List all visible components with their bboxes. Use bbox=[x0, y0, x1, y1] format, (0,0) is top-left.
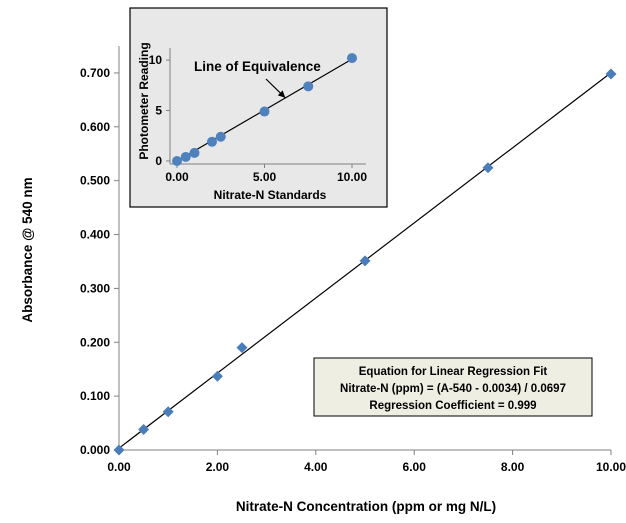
regression-coefficient: Regression Coefficient = 0.999 bbox=[369, 400, 536, 412]
inset-y-tick-label: 0 bbox=[155, 154, 162, 168]
inset-x-tick-label: 5.00 bbox=[253, 170, 277, 184]
main-y-tick-label: 0.700 bbox=[80, 66, 110, 80]
main-y-axis-title: Absorbance @ 540 nm bbox=[20, 177, 35, 322]
inset-data-point bbox=[303, 81, 314, 92]
main-data-point bbox=[162, 406, 174, 418]
inset-chart: 0 5 10 0.00 5.00 10.00 Line of Equivalence N… bbox=[129, 7, 388, 208]
main-x-tick-label: 0.00 bbox=[107, 460, 131, 474]
inset-y-axis-title: Photometer Reading bbox=[137, 42, 151, 159]
line-of-equivalence-label: Line of Equivalence bbox=[194, 59, 321, 74]
main-x-tick-label: 4.00 bbox=[304, 460, 328, 474]
main-data-points bbox=[113, 68, 617, 456]
inset-data-point bbox=[180, 151, 191, 162]
main-y-tick-label: 0.200 bbox=[80, 335, 110, 349]
main-y-tick-label: 0.100 bbox=[80, 389, 110, 403]
main-x-tick-label: 8.00 bbox=[501, 460, 525, 474]
inset-data-point bbox=[215, 131, 226, 142]
inset-chart-background bbox=[129, 7, 388, 208]
main-y-tick-label: 0.300 bbox=[80, 281, 110, 295]
regression-equation-box-background bbox=[313, 357, 593, 417]
main-x-tick-label: 2.00 bbox=[206, 460, 230, 474]
main-y-tick-label: 0.000 bbox=[80, 443, 110, 457]
main-y-tick-label: 0.500 bbox=[80, 174, 110, 188]
regression-equation-box: Equation for Linear Regression Fit Nitra… bbox=[313, 357, 593, 417]
inset-data-point bbox=[189, 147, 200, 158]
main-data-point bbox=[359, 255, 371, 267]
main-data-point bbox=[605, 68, 617, 80]
main-plot: 0.0000.1000.2000.3000.4000.5000.6000.700… bbox=[20, 46, 626, 514]
main-x-tick-label: 6.00 bbox=[403, 460, 427, 474]
inset-x-axis-title: Nitrate-N Standards bbox=[214, 188, 327, 202]
inset-x-tick-label: 0.00 bbox=[165, 170, 189, 184]
main-y-tick-label: 0.400 bbox=[80, 228, 110, 242]
regression-equation-title: Equation for Linear Regression Fit bbox=[359, 366, 548, 378]
inset-data-point bbox=[347, 53, 357, 64]
main-y-tick-label: 0.600 bbox=[80, 120, 110, 134]
regression-equation-formula: Nitrate-N (ppm) = (A-540 - 0.0034) / 0.0… bbox=[340, 383, 566, 395]
main-data-point bbox=[113, 444, 125, 456]
inset-data-point bbox=[172, 155, 182, 166]
inset-data-point bbox=[207, 136, 217, 147]
main-x-axis-title: Nitrate-N Concentration (ppm or mg N/L) bbox=[236, 499, 496, 514]
main-data-point bbox=[211, 370, 223, 382]
main-data-point bbox=[138, 424, 150, 436]
main-x-ticks: 0.00 2.00 4.00 6.00 8.00 10.00 bbox=[107, 450, 626, 474]
main-data-point bbox=[482, 162, 494, 174]
inset-data-point bbox=[259, 106, 270, 117]
inset-y-ticks: 0 5 10 bbox=[149, 53, 170, 168]
main-x-tick-label: 10.00 bbox=[596, 460, 626, 474]
line-of-equivalence-arrowhead bbox=[277, 90, 286, 98]
inset-y-tick-label: 5 bbox=[155, 104, 162, 118]
inset-x-tick-label: 10.00 bbox=[337, 170, 367, 184]
inset-y-tick-label: 10 bbox=[149, 53, 163, 67]
inset-x-ticks: 0.00 5.00 10.00 bbox=[165, 164, 367, 184]
main-data-point bbox=[236, 342, 248, 354]
main-y-ticks: 0.000 0.100 0.200 0.300 0.400 0.500 0.600 0.700 bbox=[80, 66, 119, 457]
inset-data-points bbox=[172, 53, 357, 166]
